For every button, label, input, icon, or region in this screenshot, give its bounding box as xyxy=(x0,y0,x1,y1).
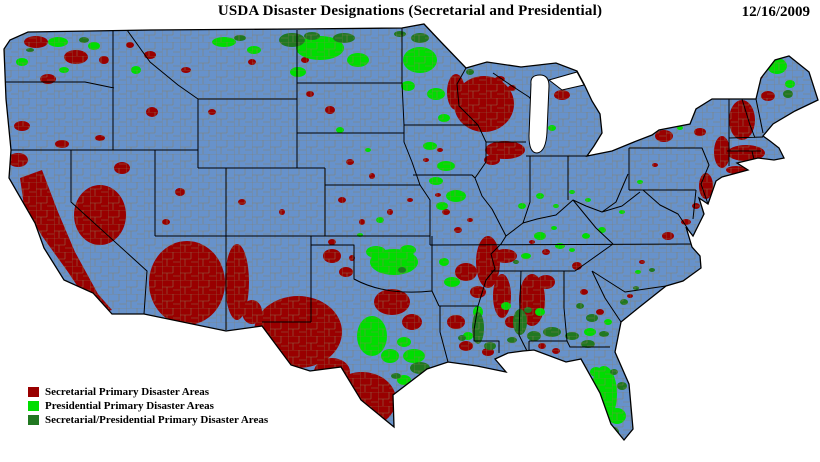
legend: Secretarial Primary Disaster Areas Presi… xyxy=(28,385,268,427)
legend-item-both: Secretarial/Presidential Primary Disaste… xyxy=(28,413,268,426)
legend-item-secretarial: Secretarial Primary Disaster Areas xyxy=(28,385,268,398)
map-date: 12/16/2009 xyxy=(741,4,810,20)
legend-swatch-secretarial xyxy=(28,386,39,397)
page-title: USDA Disaster Designations (Secretarial … xyxy=(217,3,603,19)
legend-swatch-both xyxy=(28,414,39,425)
lake-michigan xyxy=(528,74,550,154)
legend-item-presidential: Presidential Primary Disaster Areas xyxy=(28,399,268,412)
state-borders xyxy=(6,28,764,363)
lake-huron-strait xyxy=(547,71,585,91)
great-lakes xyxy=(528,71,585,154)
legend-swatch-presidential xyxy=(28,400,39,411)
legend-label-both: Secretarial/Presidential Primary Disaste… xyxy=(45,413,269,426)
legend-label-presidential: Presidential Primary Disaster Areas xyxy=(45,399,214,412)
legend-label-secretarial: Secretarial Primary Disaster Areas xyxy=(45,385,210,398)
